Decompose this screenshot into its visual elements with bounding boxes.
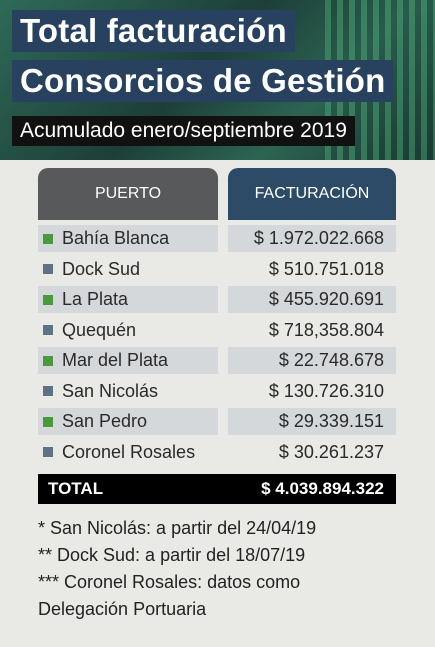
subtitle: Acumulado enero/septiembre 2019	[12, 116, 355, 146]
square-marker-icon	[43, 355, 53, 366]
table-row: Dock Sud $ 510.751.018	[38, 255, 396, 286]
footnotes: * San Nicolás: a partir del 24/04/19 ** …	[38, 515, 418, 623]
billing-value: $ 1.972.022.668	[253, 228, 384, 248]
port-name: Mar del Plata	[62, 350, 169, 370]
port-name: Dock Sud	[62, 258, 141, 279]
port-name: Quequén	[62, 319, 137, 340]
billing-value: $ 455.920.691	[268, 289, 384, 309]
billing-value: $ 718,358.804	[268, 319, 384, 340]
table-row: Bahía Blanca $ 1.972.022.668	[38, 224, 396, 255]
footnote: ** Dock Sud: a partir del 18/07/19	[38, 545, 306, 565]
square-marker-icon	[43, 325, 53, 335]
total-value: $ 4.039.894.322	[261, 479, 384, 498]
table-body: Bahía Blanca $ 1.972.022.668 Dock Sud $ …	[38, 224, 396, 468]
title-line-1: Total facturación	[12, 10, 295, 52]
billing-value: $ 130.726.310	[268, 380, 384, 401]
billing-value: $ 510.751.018	[268, 258, 384, 279]
title-line-2: Consorcios de Gestión	[12, 60, 394, 102]
table-row: San Nicolás $ 130.726.310	[38, 377, 396, 408]
port-name: Coronel Rosales	[62, 441, 196, 462]
table-row: San Pedro $ 29.339.151	[38, 407, 396, 438]
square-marker-icon	[43, 233, 53, 244]
port-name: San Nicolás	[62, 380, 159, 401]
table-row: Quequén $ 718,358.804	[38, 316, 396, 347]
footnote: * San Nicolás: a partir del 24/04/19	[38, 518, 317, 538]
square-marker-icon	[43, 416, 53, 427]
billing-value: $ 22.748.678	[278, 350, 384, 370]
square-marker-icon	[43, 386, 53, 396]
column-header-puerto: PUERTO	[38, 168, 218, 220]
total-row: TOTAL $ 4.039.894.322	[38, 474, 396, 504]
port-name: San Pedro	[62, 411, 148, 431]
port-name: La Plata	[62, 289, 129, 309]
table-row: Coronel Rosales $ 30.261.237	[38, 438, 396, 469]
table-row: Mar del Plata $ 22.748.678	[38, 346, 396, 377]
billing-value: $ 29.339.151	[278, 411, 384, 431]
total-label: TOTAL	[48, 479, 104, 498]
column-header-facturacion: FACTURACIÓN	[228, 168, 396, 220]
square-marker-icon	[43, 294, 53, 305]
footnote: Delegación Portuaria	[38, 599, 207, 619]
port-name: Bahía Blanca	[62, 228, 170, 248]
billing-value: $ 30.261.237	[278, 441, 384, 462]
square-marker-icon	[43, 447, 53, 457]
footnote: *** Coronel Rosales: datos como	[38, 572, 301, 592]
square-marker-icon	[43, 264, 53, 274]
table-row: La Plata $ 455.920.691	[38, 285, 396, 316]
